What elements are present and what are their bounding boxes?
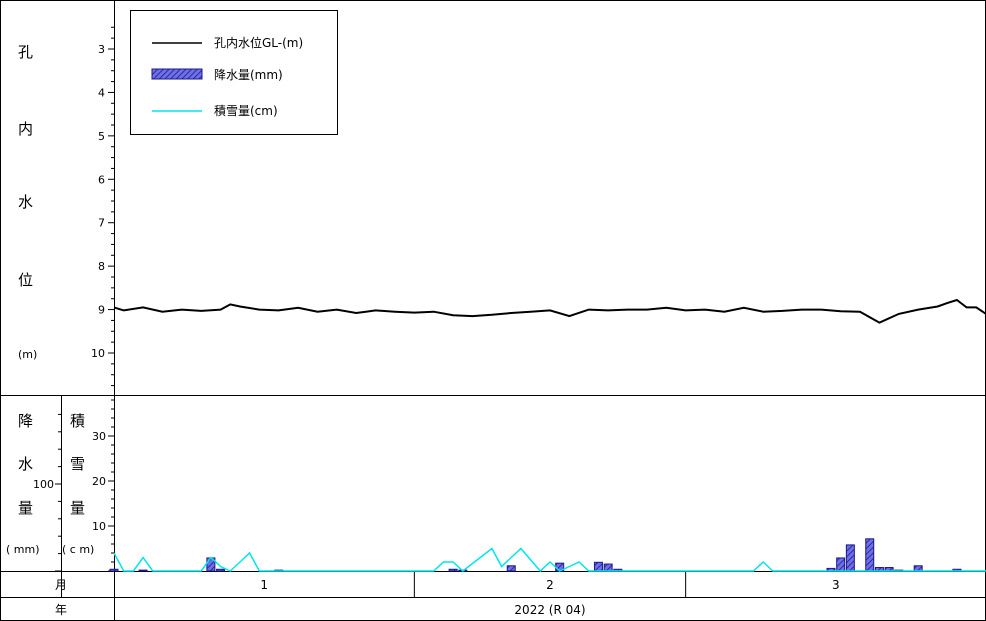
precip-bar (109, 568, 119, 572)
water-level-tick-label: 6 (98, 173, 105, 186)
snow-tick-label: 10 (92, 520, 106, 533)
water-level-label-char: 孔 (18, 43, 33, 61)
legend-swatch-precip (151, 68, 203, 80)
water-level-label-char: 位 (18, 271, 33, 289)
month-row-label: 月 (55, 578, 67, 592)
precip-unit: ( mm) (6, 543, 40, 556)
snow-label-char: 積 (70, 412, 85, 430)
month-label: 1 (260, 578, 268, 592)
snow-tick-label: 20 (92, 475, 106, 488)
precip-tick-label: 100 (33, 478, 54, 491)
precip-bar (913, 565, 923, 572)
water-level-unit: (m) (18, 348, 37, 361)
month-label: 3 (832, 578, 840, 592)
precip-bar (865, 538, 875, 572)
precip-bar (836, 557, 846, 572)
precip-bar (216, 568, 226, 572)
legend-label-snow: 積雪量(cm) (214, 103, 278, 118)
precip-y-axis: 100 (33, 413, 61, 572)
month-axis: 1 2 3 (260, 572, 840, 597)
snow-label-char: 量 (70, 499, 85, 517)
precip-bar (448, 568, 458, 572)
water-level-tick-label: 3 (98, 43, 105, 56)
water-level-tick-label: 7 (98, 217, 105, 230)
water-level-label-char: 内 (18, 120, 33, 138)
snow-unit: ( c m) (62, 543, 94, 556)
snow-tick-label: 30 (92, 430, 106, 443)
year-label: 2022 (R 04) (514, 603, 585, 617)
precip-bar (138, 569, 148, 572)
water-level-tick-label: 4 (98, 86, 105, 99)
water-level-axis-title: 孔 内 水 位 (m) (18, 43, 37, 361)
precip-bar (593, 561, 603, 572)
snow-label-char: 雪 (70, 455, 85, 473)
snow-y-axis: 10 20 30 (92, 399, 114, 572)
water-level-line (113, 298, 986, 324)
precip-bar (506, 565, 516, 572)
precip-label-char: 水 (18, 455, 33, 473)
water-level-tick-label: 9 (98, 304, 105, 317)
snow-line-series (113, 547, 986, 573)
legend-label-precip: 降水量(mm) (214, 68, 283, 82)
precip-bar (603, 563, 613, 572)
water-level-line-series (113, 298, 986, 324)
month-label: 2 (546, 578, 554, 592)
precip-bar (845, 544, 855, 572)
year-row-label: 年 (55, 603, 67, 617)
precip-label-char: 量 (18, 499, 33, 517)
snow-line (113, 547, 986, 573)
legend-label-water-level: 孔内水位GL-(m) (214, 35, 303, 50)
water-level-label-char: 水 (18, 193, 33, 211)
water-level-tick-label: 8 (98, 260, 105, 273)
water-level-tick-label: 10 (91, 347, 105, 360)
snow-axis-title: 積 雪 量 ( c m) (62, 412, 94, 556)
precip-label-char: 降 (18, 412, 33, 430)
legend: 孔内水位GL-(m) 降水量(mm) 積雪量(cm) (130, 10, 338, 135)
precip-axis-title: 降 水 量 ( mm) (6, 412, 40, 556)
water-level-tick-label: 5 (98, 130, 105, 143)
water-level-y-axis: 3 4 5 6 7 8 9 10 (91, 26, 114, 387)
